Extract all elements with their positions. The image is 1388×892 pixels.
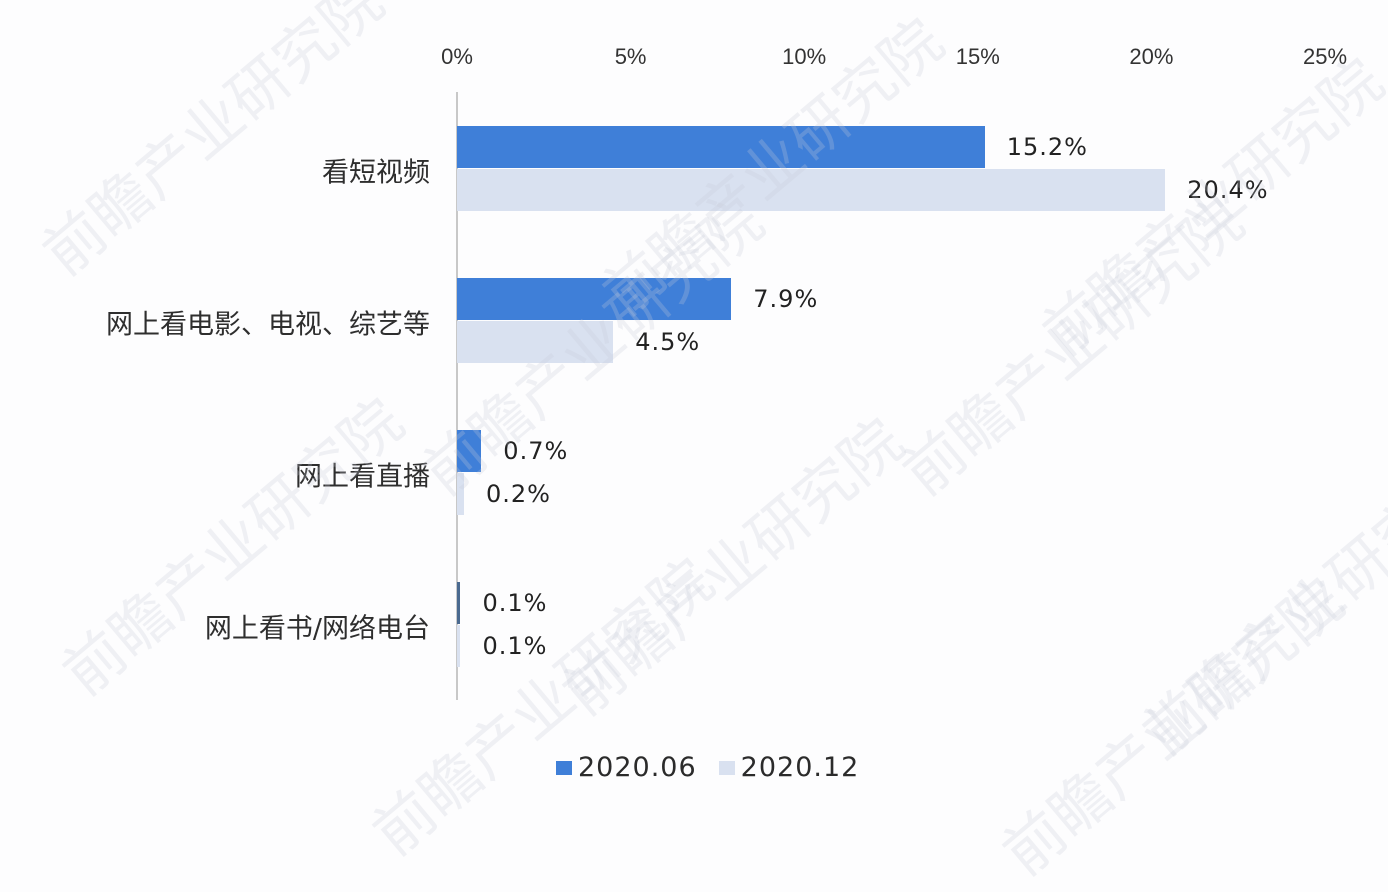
- watermark-text: 前瞻产业研究院: [360, 545, 727, 870]
- value-label: 20.4%: [1187, 176, 1269, 204]
- x-tick-label: 25%: [1302, 44, 1348, 69]
- watermark-text: 前瞻产业研究院: [990, 565, 1357, 890]
- legend-label: 2020.12: [740, 752, 860, 783]
- value-label: 4.5%: [635, 328, 701, 356]
- x-tick-label: 10%: [782, 44, 827, 69]
- y-axis-line: [456, 92, 458, 700]
- category-label: 网上看书/网络电台: [204, 613, 430, 645]
- bar-2020-12: [457, 473, 464, 515]
- x-tick-label: 5%: [614, 44, 647, 69]
- legend-swatch-icon: [718, 760, 735, 775]
- bar-2020-06: [457, 430, 482, 472]
- bar-2020-12: [457, 169, 1166, 211]
- bar-2020-06: [457, 582, 461, 624]
- value-label: 0.1%: [482, 632, 548, 660]
- value-label: 0.7%: [503, 437, 569, 465]
- bar-2020-06: [457, 126, 985, 168]
- watermark-text: 前瞻产业研究院: [890, 185, 1257, 510]
- legend-label: 2020.06: [578, 752, 697, 783]
- watermark-text: 前瞻产业研究院: [50, 385, 417, 710]
- legend: 2020.06 2020.12: [556, 752, 881, 783]
- bar-2020-12: [457, 321, 614, 363]
- category-label: 看短视频: [322, 157, 430, 189]
- watermark-text: 前瞻产业研究院: [30, 0, 397, 290]
- value-label: 7.9%: [753, 285, 819, 313]
- x-tick-label: 0%: [441, 44, 473, 69]
- watermark-text: 前瞻产业研究院: [1130, 445, 1388, 770]
- value-label: 0.1%: [482, 589, 548, 617]
- legend-item-2020-12: 2020.12: [718, 752, 860, 783]
- bar-2020-06: [457, 278, 732, 320]
- watermark-text: 前瞻产业研究院: [550, 405, 917, 730]
- bar-2020-12: [457, 625, 461, 667]
- legend-item-2020-06: 2020.06: [556, 752, 697, 783]
- legend-swatch-icon: [556, 760, 572, 775]
- x-tick-label: 15%: [955, 44, 1000, 69]
- x-tick-label: 20%: [1129, 44, 1174, 69]
- value-label: 0.2%: [485, 480, 551, 508]
- value-label: 15.2%: [1006, 133, 1088, 161]
- category-label: 网上看电影、电视、综艺等: [106, 309, 430, 341]
- category-label: 网上看直播: [295, 461, 430, 493]
